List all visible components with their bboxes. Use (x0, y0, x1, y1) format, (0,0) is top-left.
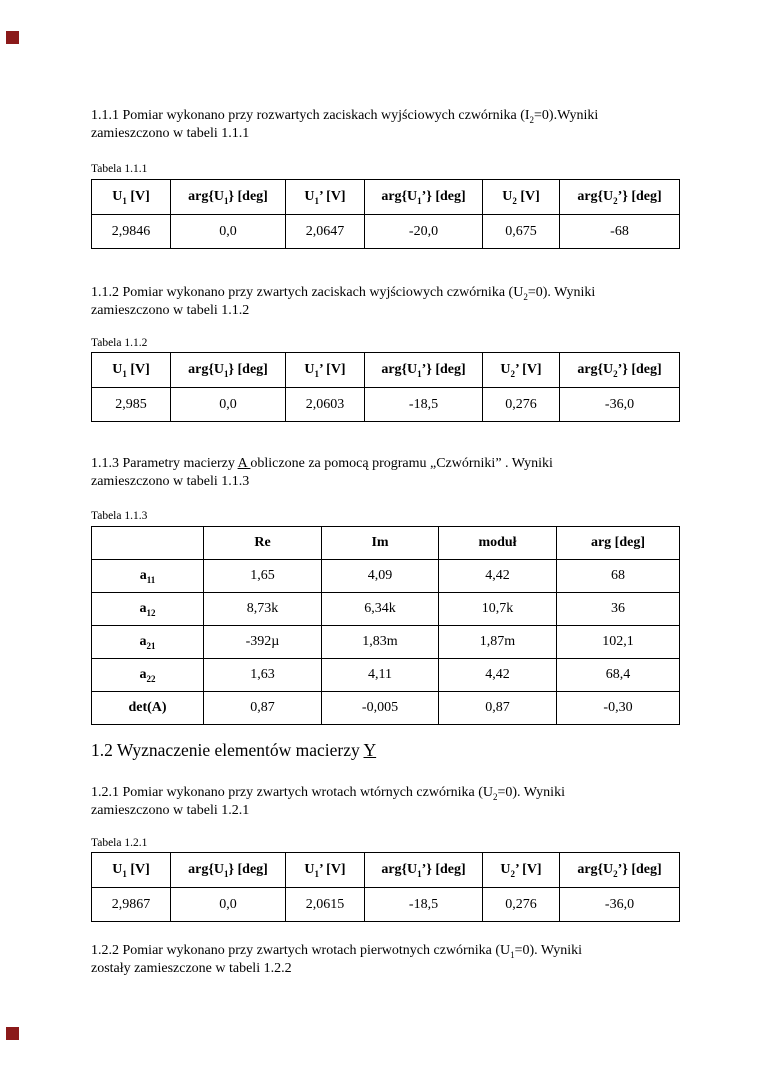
column-header: arg{U2’} [deg] (559, 852, 680, 888)
table-cell: 4,11 (321, 658, 439, 692)
paragraph-1-1-2: 1.1.2 Pomiar wykonano przy zwartych zaci… (91, 285, 596, 318)
column-header: U2’ [V] (482, 852, 560, 888)
column-header: U1 [V] (91, 352, 171, 388)
table-header-row: U1 [V] arg{U1} [deg] U1’ [V] arg{U1’} [d… (91, 352, 680, 388)
table-header-row: U1 [V] arg{U1} [deg] U1’ [V] arg{U1’} [d… (91, 852, 680, 888)
table-cell: -18,5 (364, 887, 483, 922)
table-cell: 0,0 (170, 214, 286, 249)
table-cell: 10,7k (438, 592, 557, 626)
table-header-row: U1 [V] arg{U1} [deg] U1’ [V] arg{U1’} [d… (91, 179, 680, 215)
table-cell: -68 (559, 214, 680, 249)
table-row: 2,9846 0,0 2,0647 -20,0 0,675 -68 (91, 214, 680, 249)
column-header: arg{U1’} [deg] (364, 179, 483, 215)
table-cell: 6,34k (321, 592, 439, 626)
table-caption-1-1-1: Tabela 1.1.1 (91, 163, 148, 175)
column-header: arg [deg] (556, 526, 680, 560)
table-cell: -392µ (203, 625, 322, 659)
red-marker-top (6, 31, 19, 44)
table-cell: -20,0 (364, 214, 483, 249)
table-caption-1-2-1: Tabela 1.2.1 (91, 837, 148, 849)
column-header: moduł (438, 526, 557, 560)
paragraph-1-2-1: 1.2.1 Pomiar wykonano przy zwartych wrot… (91, 785, 565, 818)
column-header (91, 526, 204, 560)
row-header-detA: det(A) (91, 691, 204, 725)
column-header: U2’ [V] (482, 352, 560, 388)
table-cell: -36,0 (559, 387, 680, 422)
table-row: a11 1,65 4,09 4,42 68 (91, 559, 680, 593)
column-header: Im (321, 526, 439, 560)
table-cell: 1,65 (203, 559, 322, 593)
table-cell: 68 (556, 559, 680, 593)
table-caption-1-1-2: Tabela 1.1.2 (91, 337, 148, 349)
column-header: arg{U1’} [deg] (364, 852, 483, 888)
table-cell: 1,87m (438, 625, 557, 659)
table-1-2-1: U1 [V] arg{U1} [deg] U1’ [V] arg{U1’} [d… (91, 852, 680, 922)
table-cell: 0,0 (170, 887, 286, 922)
table-cell: 2,9867 (91, 887, 171, 922)
table-cell: -0,005 (321, 691, 439, 725)
row-header-a12: a12 (91, 592, 204, 626)
column-header: U2 [V] (482, 179, 560, 215)
table-cell: 4,42 (438, 658, 557, 692)
paragraph-1-1-1: 1.1.1 Pomiar wykonano przy rozwartych za… (91, 108, 599, 141)
column-header: U1’ [V] (285, 179, 365, 215)
column-header: U1 [V] (91, 179, 171, 215)
column-header: arg{U1’} [deg] (364, 352, 483, 388)
table-cell: 0,276 (482, 887, 560, 922)
table-cell: 0,87 (203, 691, 322, 725)
table-cell: 4,09 (321, 559, 439, 593)
table-row: 2,9867 0,0 2,0615 -18,5 0,276 -36,0 (91, 887, 680, 922)
table-caption-1-1-3: Tabela 1.1.3 (91, 510, 148, 522)
section-heading-1-2: 1.2 Wyznaczenie elementów macierzy Y (91, 740, 377, 760)
table-cell: 1,63 (203, 658, 322, 692)
table-cell: 8,73k (203, 592, 322, 626)
table-cell: -36,0 (559, 887, 680, 922)
column-header: arg{U1} [deg] (170, 179, 286, 215)
paragraph-1-2-2: 1.2.2 Pomiar wykonano przy zwartych wrot… (91, 943, 583, 976)
column-header: U1’ [V] (285, 852, 365, 888)
column-header: U1’ [V] (285, 352, 365, 388)
red-marker-bottom (6, 1027, 19, 1040)
table-cell: 2,0615 (285, 887, 365, 922)
table-cell: -0,30 (556, 691, 680, 725)
table-cell: 0,675 (482, 214, 560, 249)
paragraph-1-1-3: 1.1.3 Parametry macierzy A obliczone za … (91, 456, 553, 489)
table-row: a12 8,73k 6,34k 10,7k 36 (91, 592, 680, 626)
table-row: det(A) 0,87 -0,005 0,87 -0,30 (91, 691, 680, 725)
column-header: arg{U2’} [deg] (559, 179, 680, 215)
table-cell: 68,4 (556, 658, 680, 692)
table-1-1-3: Re Im moduł arg [deg] a11 1,65 4,09 4,42… (91, 526, 680, 725)
column-header: arg{U1} [deg] (170, 352, 286, 388)
row-header-a11: a11 (91, 559, 204, 593)
table-cell: -18,5 (364, 387, 483, 422)
table-cell: 2,0603 (285, 387, 365, 422)
row-header-a22: a22 (91, 658, 204, 692)
table-cell: 1,83m (321, 625, 439, 659)
table-cell: 4,42 (438, 559, 557, 593)
table-1-1-2: U1 [V] arg{U1} [deg] U1’ [V] arg{U1’} [d… (91, 352, 680, 422)
table-cell: 36 (556, 592, 680, 626)
table-row: a21 -392µ 1,83m 1,87m 102,1 (91, 625, 680, 659)
table-cell: 2,9846 (91, 214, 171, 249)
table-row: 2,985 0,0 2,0603 -18,5 0,276 -36,0 (91, 387, 680, 422)
column-header: Re (203, 526, 322, 560)
table-1-1-1: U1 [V] arg{U1} [deg] U1’ [V] arg{U1’} [d… (91, 179, 680, 249)
table-cell: 0,87 (438, 691, 557, 725)
row-header-a21: a21 (91, 625, 204, 659)
table-row: a22 1,63 4,11 4,42 68,4 (91, 658, 680, 692)
table-cell: 102,1 (556, 625, 680, 659)
column-header: arg{U2’} [deg] (559, 352, 680, 388)
table-header-row: Re Im moduł arg [deg] (91, 526, 680, 560)
table-cell: 2,985 (91, 387, 171, 422)
column-header: U1 [V] (91, 852, 171, 888)
column-header: arg{U1} [deg] (170, 852, 286, 888)
table-cell: 0,0 (170, 387, 286, 422)
table-cell: 0,276 (482, 387, 560, 422)
table-cell: 2,0647 (285, 214, 365, 249)
